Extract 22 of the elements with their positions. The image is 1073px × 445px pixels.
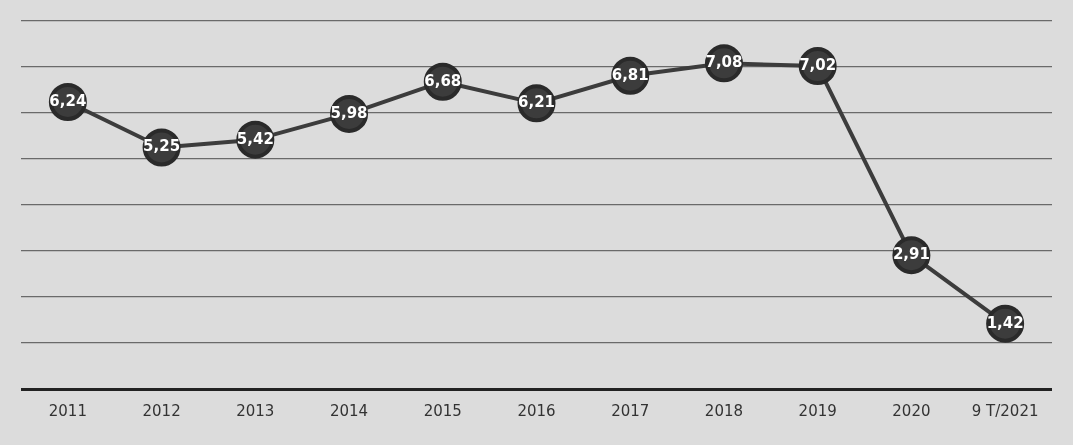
data-label: 6,81 <box>611 65 649 84</box>
x-tick-label: 2015 <box>423 401 462 420</box>
data-label: 6,24 <box>49 91 87 110</box>
x-tick-label: 2018 <box>704 401 744 420</box>
x-tick-label: 2013 <box>236 401 275 420</box>
x-tick-label: 2016 <box>517 401 556 420</box>
data-label: 6,21 <box>517 93 556 112</box>
data-label: 7,02 <box>799 55 837 74</box>
x-tick-label: 2020 <box>892 401 931 420</box>
x-tick-label: 9 T/2021 <box>971 401 1039 420</box>
x-tick-label: 2017 <box>611 401 650 420</box>
x-tick-label: 2014 <box>329 401 369 420</box>
data-label: 7,08 <box>705 53 743 72</box>
data-label: 5,25 <box>143 137 181 156</box>
data-label: 1,42 <box>986 313 1024 332</box>
x-tick-label: 2012 <box>142 401 181 420</box>
x-tick-label: 2011 <box>48 401 87 420</box>
data-label: 6,68 <box>424 71 462 90</box>
data-label: 5,42 <box>236 129 274 148</box>
data-label: 2,91 <box>892 245 930 264</box>
data-label: 5,98 <box>330 103 368 122</box>
x-tick-label: 2019 <box>798 401 837 420</box>
